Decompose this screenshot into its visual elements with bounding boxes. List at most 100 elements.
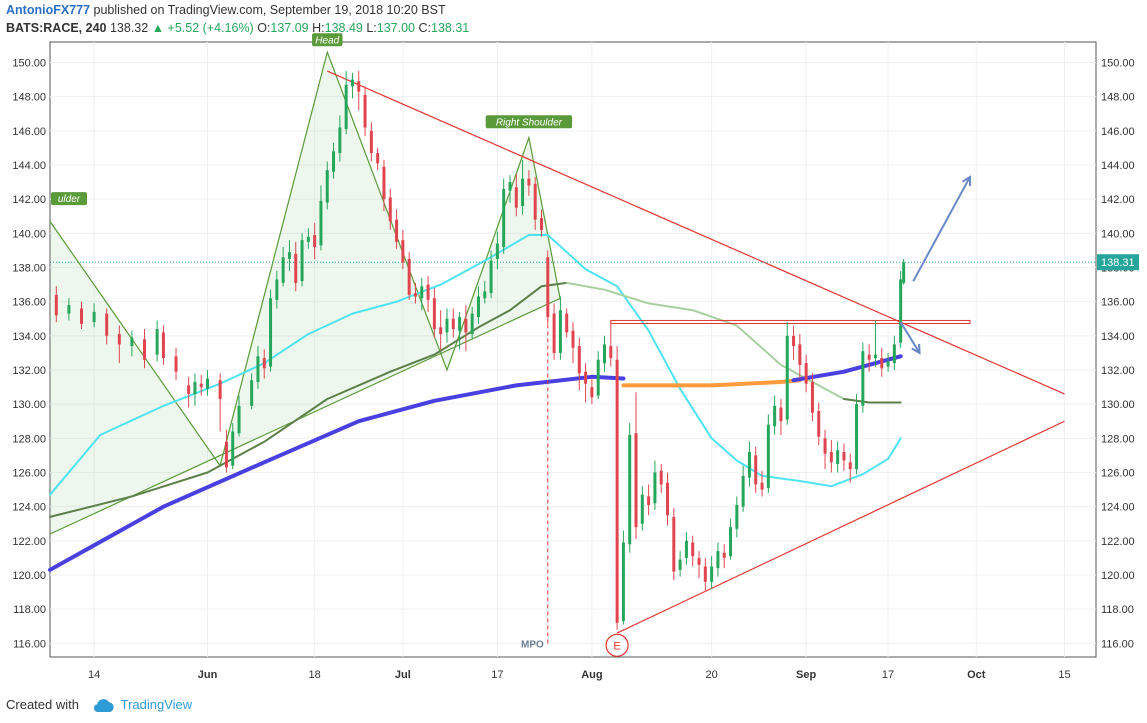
candle-body	[779, 407, 783, 422]
publish-text: published on TradingView.com, September …	[93, 3, 446, 17]
candle-body	[401, 240, 405, 263]
candle-body	[886, 361, 890, 367]
candle-body	[861, 351, 865, 406]
candle-body	[867, 354, 871, 360]
y-tick-label-right: 120.00	[1101, 570, 1135, 582]
tradingview-brand[interactable]: TradingView	[120, 697, 193, 712]
y-tick-label-right: 128.00	[1101, 433, 1135, 445]
author-name[interactable]: AntonioFX777	[6, 3, 91, 17]
y-tick-label-right: 118.00	[1101, 604, 1134, 616]
candle-body	[571, 330, 575, 348]
candle-body	[350, 79, 354, 87]
candle-body	[703, 566, 707, 582]
pattern-label: ulder	[58, 194, 81, 205]
last-price-tag	[1097, 254, 1139, 271]
y-tick-label-left: 142.00	[12, 194, 46, 206]
pattern-label: Right Shoulder	[496, 117, 563, 128]
pattern-label-bg	[312, 33, 343, 47]
candle-body	[817, 411, 821, 437]
y-tick-label-right: 144.00	[1101, 160, 1135, 172]
candle-body	[552, 313, 556, 353]
candle-body	[892, 344, 896, 364]
candle-body	[899, 279, 903, 343]
candle-body	[722, 552, 726, 558]
y-tick-label-left: 122.00	[12, 536, 46, 548]
candle-body	[495, 243, 499, 259]
candle-body	[647, 496, 651, 505]
candle-body	[855, 404, 859, 470]
open-label: O:	[257, 21, 271, 35]
candle-body	[155, 329, 159, 355]
candle-body	[332, 151, 336, 172]
y-tick-label-right: 122.00	[1101, 536, 1135, 548]
candle-body	[174, 356, 178, 372]
candle-body	[451, 318, 455, 329]
pattern-label: Head	[315, 35, 339, 46]
candle-body	[476, 296, 480, 318]
symbol-label: BATS:RACE, 240	[6, 21, 107, 35]
x-tick-label: Oct	[967, 669, 986, 681]
candle-body	[483, 291, 487, 299]
change-up-icon: ▲	[151, 21, 165, 35]
arrow-down	[899, 321, 921, 354]
candle-body	[902, 262, 906, 283]
candle-body	[376, 153, 380, 164]
candle-body	[558, 310, 562, 353]
y-tick-label-left: 124.00	[12, 502, 46, 514]
close-value: 138.31	[431, 21, 470, 35]
footer: Created with TradingView	[6, 697, 192, 713]
candle-body	[672, 516, 676, 572]
y-tick-label-right: 134.00	[1101, 331, 1135, 343]
candle-body	[848, 462, 852, 470]
y-tick-label-right: 150.00	[1101, 58, 1135, 70]
last-price-tag-label: 138.31	[1101, 257, 1135, 269]
candle-body	[54, 294, 58, 316]
candle-body	[281, 257, 285, 283]
candle-body	[546, 257, 550, 318]
candle-body	[382, 166, 386, 200]
candle-body	[250, 380, 254, 406]
candle-body	[218, 380, 222, 400]
y-tick-label-right: 124.00	[1101, 502, 1135, 514]
candle-body	[735, 504, 739, 529]
candle-body	[426, 284, 430, 300]
candle-body	[653, 472, 657, 504]
candle-body	[603, 344, 607, 364]
candle-body	[565, 313, 569, 333]
pattern-label-bg	[51, 192, 87, 206]
candle-body	[514, 187, 518, 208]
y-tick-label-left: 116.00	[13, 638, 46, 650]
y-tick-label-right: 148.00	[1101, 92, 1135, 104]
y-tick-label-right: 146.00	[1101, 126, 1135, 138]
x-tick-label: Aug	[581, 669, 602, 681]
candle-body	[659, 470, 663, 485]
candle-body	[741, 475, 745, 507]
candle-body	[539, 217, 543, 230]
y-tick-label-left: 148.00	[12, 92, 46, 104]
y-tick-label-left: 146.00	[12, 126, 46, 138]
candle-body	[420, 286, 424, 299]
moving-average-line	[843, 398, 902, 404]
arrow-up	[912, 176, 971, 282]
candle-body	[413, 293, 417, 297]
low-value: 137.00	[376, 21, 416, 35]
candle-body	[521, 178, 525, 206]
head-shoulders-outline	[49, 50, 561, 468]
y-tick-label-left: 144.00	[12, 160, 46, 172]
y-tick-label-right: 126.00	[1101, 468, 1135, 480]
moving-average-line	[49, 281, 568, 518]
candle-body	[206, 378, 210, 389]
high-label: H:	[312, 21, 325, 35]
candle-body	[810, 381, 814, 413]
candle-body	[92, 311, 96, 323]
candle-body	[269, 298, 273, 367]
candle-body	[287, 252, 291, 259]
candle-body	[747, 452, 751, 478]
price-change: +5.52 (+4.16%)	[167, 21, 254, 35]
candle-body	[621, 542, 625, 622]
x-tick-label: 20	[706, 669, 718, 681]
last-price: 138.32	[109, 21, 149, 35]
candle-body	[640, 494, 644, 524]
candle-body	[766, 424, 770, 488]
